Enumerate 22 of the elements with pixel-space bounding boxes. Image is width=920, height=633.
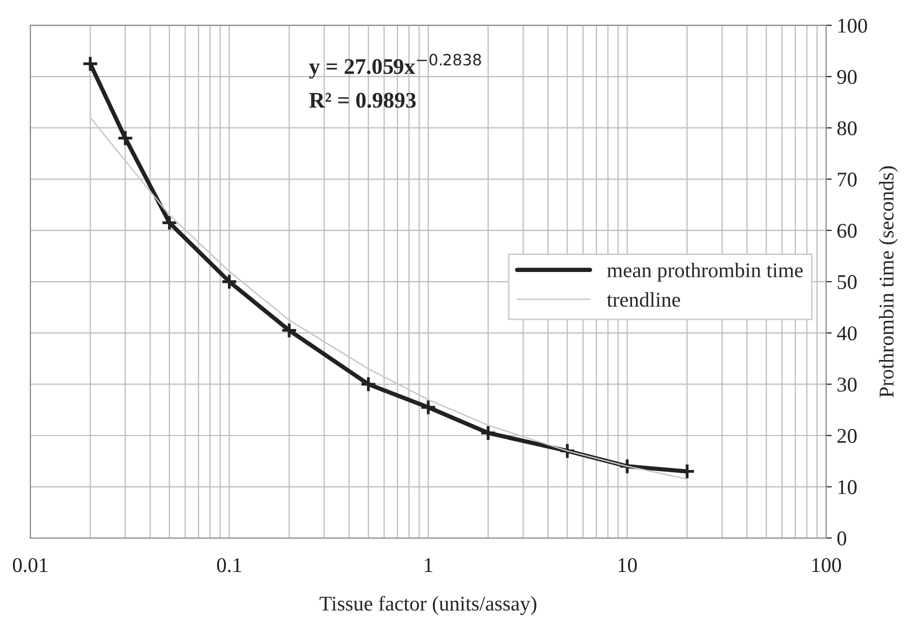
annotation: R² = 0.9893 — [309, 92, 416, 108]
y-tick-label: 20 — [837, 428, 857, 443]
y-tick-label: 100 — [838, 18, 868, 33]
y-tick-label: 90 — [837, 70, 857, 84]
y-tick-label: 40 — [836, 326, 857, 340]
x-axis-title: Tissue factor (units/assay) — [320, 596, 536, 615]
y-tick-label: 10 — [838, 480, 857, 494]
y-axis-title: Prothrombin time (seconds) — [878, 166, 898, 398]
x-tick-label: 1 — [424, 558, 432, 572]
x-tick-label: 0.1 — [217, 558, 242, 572]
annotation: y = 27.059x$^{−0.2838}$ — [309, 54, 481, 79]
y-tick-label: 0 — [837, 531, 846, 546]
legend-label: trendline — [606, 292, 680, 307]
x-tick-label: 10 — [618, 558, 637, 572]
y-tick-label: 80 — [837, 121, 857, 136]
x-tick-label: 0.01 — [12, 558, 48, 572]
y-tick-label: 70 — [838, 172, 857, 187]
y-tick-label: 60 — [837, 224, 857, 238]
x-tick-label: 100 — [812, 558, 841, 572]
y-tick-label: 50 — [838, 275, 857, 290]
y-tick-label: 30 — [838, 378, 857, 392]
legend-label: mean prothrombin time — [607, 262, 803, 282]
